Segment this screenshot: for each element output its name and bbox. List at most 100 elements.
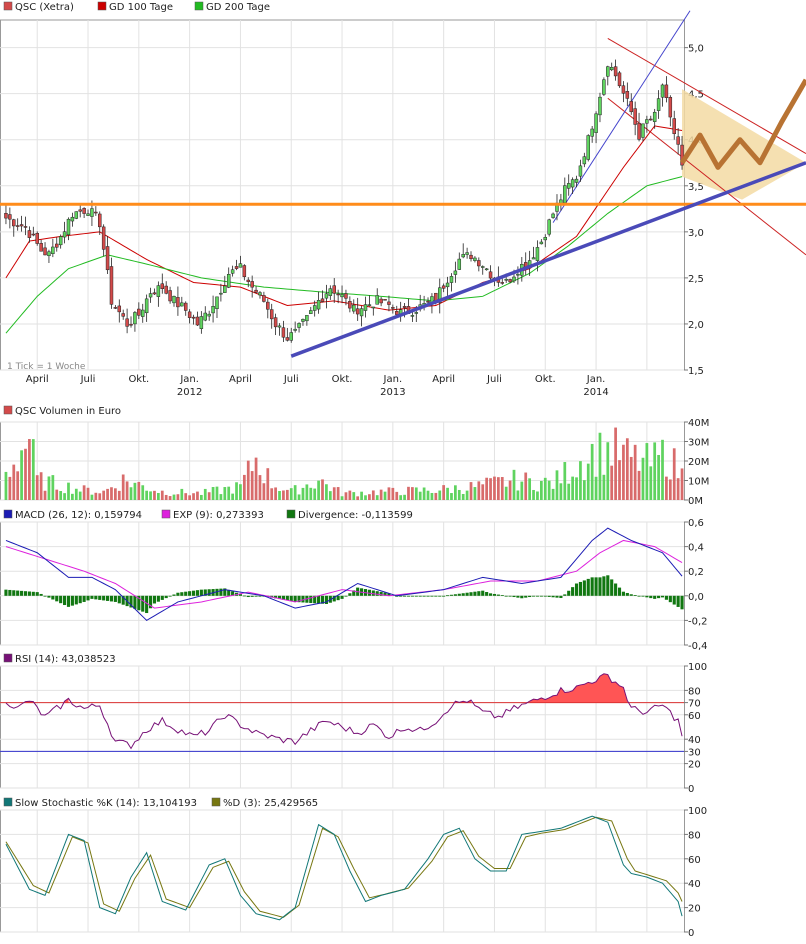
divergence-bar [82, 595, 86, 602]
divergence-bar [485, 592, 489, 596]
divergence-bar [586, 578, 590, 596]
divergence-bar [426, 595, 430, 597]
candle-body [82, 208, 86, 214]
divergence-bar [528, 595, 532, 598]
macd-y-tick-label: -0,2 [688, 616, 708, 627]
divergence-bar [39, 593, 43, 596]
candle-body [39, 243, 43, 252]
candle-body [676, 136, 680, 145]
month-tick-label: April [26, 374, 49, 385]
candle-body [31, 233, 36, 236]
volume-bar [547, 480, 551, 500]
volume-bar [317, 480, 320, 500]
volume-bar [528, 478, 531, 500]
candle-body [94, 211, 98, 214]
rsi-y-tick-label: 30 [688, 747, 701, 758]
volume-bar [235, 482, 238, 500]
volume-bar [168, 496, 172, 500]
divergence-bar [148, 595, 153, 609]
divergence-bar [43, 595, 47, 597]
candle-body [105, 246, 110, 271]
volume-bar [90, 494, 94, 500]
volume-bar [215, 486, 219, 500]
price-series-group [0, 10, 806, 358]
candle-body [101, 226, 106, 250]
volume-bar [520, 481, 524, 500]
divergence-bar [457, 593, 461, 596]
rsi-y-tick-label: 0 [688, 784, 694, 795]
divergence-bar [277, 595, 282, 600]
candle-body [27, 230, 32, 238]
volume-bar [332, 487, 336, 500]
volume-bar [434, 492, 438, 500]
rsi-y-tick-label: 100 [688, 662, 707, 673]
candle-body [223, 285, 227, 293]
volume-bar [618, 460, 621, 500]
candle-body [180, 302, 184, 307]
volume-bar [325, 484, 328, 500]
candle-body [652, 111, 657, 122]
candle-body [148, 293, 153, 298]
candle-body [51, 246, 55, 254]
candle-body [133, 312, 137, 325]
rsi-legend-label: RSI (14): 43,038523 [15, 654, 116, 665]
forecast-path [679, 78, 806, 170]
candle-body [641, 123, 645, 138]
divergence-bar [520, 595, 524, 599]
divergence-bar [23, 591, 28, 596]
candle-body [672, 118, 676, 135]
candle-body [516, 273, 520, 276]
divergence-bar [12, 590, 16, 596]
divergence-bar [352, 590, 356, 596]
divergence-bar [567, 590, 571, 596]
candle-body [340, 294, 344, 298]
divergence-bar [434, 595, 438, 597]
volume-bar [422, 487, 426, 500]
volume-bar [414, 487, 418, 500]
volume-bar [309, 487, 313, 500]
volume-bar [575, 477, 578, 500]
vol-y-tick-label: 20M [688, 457, 709, 468]
volume-bar [500, 477, 504, 500]
divergence-bar [453, 594, 457, 596]
volume-bar [8, 476, 12, 500]
candle-body [258, 292, 262, 296]
stoch-y-tick-label: 40 [688, 879, 701, 890]
volume-bar [164, 494, 168, 500]
volume-bar [383, 491, 387, 500]
divergence-bar [590, 577, 594, 596]
candle-body [219, 292, 223, 295]
candle-body [606, 66, 610, 77]
volume-bar [586, 463, 590, 500]
candle-body [35, 233, 39, 244]
volume-bar [438, 490, 442, 500]
divergence-bar [344, 595, 348, 597]
divergence-bar [461, 593, 465, 596]
volume-bar [649, 466, 653, 500]
candle-body [645, 119, 649, 124]
divergence-bar [539, 595, 543, 597]
candle-body [332, 285, 336, 294]
volume-bar [328, 491, 332, 500]
macd-legend: MACD (26, 12): 0,159794 EXP (9): 0,27339… [3, 509, 413, 521]
candle-body [488, 271, 493, 279]
volume-bar [137, 481, 141, 500]
candle-body [367, 304, 372, 306]
divergence-bar [660, 595, 665, 598]
vol-y-tick-label: 40M [688, 418, 709, 429]
month-tick-label: Jan. [179, 374, 199, 385]
volume-bar [266, 468, 270, 500]
candle-body [156, 285, 161, 297]
volume-bar [395, 491, 399, 500]
divergence-bar [59, 595, 63, 604]
volume-bar [223, 487, 227, 500]
line-swatch-icon [97, 1, 107, 11]
divergence-bar [195, 590, 200, 596]
volume-bar [668, 479, 672, 500]
candle-body [379, 298, 383, 304]
candle-body [543, 237, 547, 241]
vol-y-tick-label: 30M [688, 438, 709, 449]
candle-body [164, 285, 168, 294]
candle-body [168, 290, 172, 302]
volume-bar [289, 488, 293, 500]
